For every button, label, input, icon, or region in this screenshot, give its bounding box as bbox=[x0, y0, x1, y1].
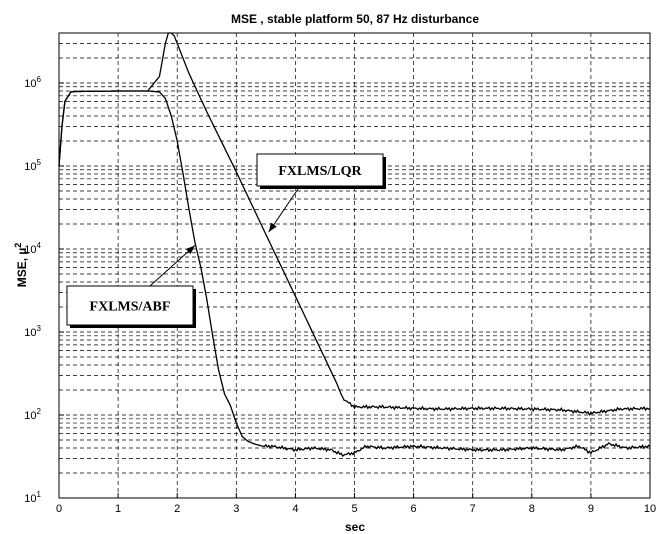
x-tick-label: 10 bbox=[644, 503, 656, 515]
annotation-arrowhead bbox=[185, 245, 195, 255]
series-layer bbox=[58, 32, 651, 458]
x-tick-label: 5 bbox=[351, 503, 357, 515]
x-tick-label: 0 bbox=[56, 503, 62, 515]
y-tick-exponent: 4 bbox=[37, 241, 42, 250]
y-axis-label: MSE, µ2 bbox=[13, 243, 29, 288]
y-tick-exponent: 3 bbox=[37, 324, 42, 333]
x-tick-label: 4 bbox=[292, 503, 298, 515]
y-tick-label: 102 bbox=[24, 407, 41, 422]
x-tick-label: 9 bbox=[588, 503, 594, 515]
annotation-box bbox=[256, 153, 384, 187]
y-tick-label: 106 bbox=[24, 75, 41, 90]
x-tick-label: 3 bbox=[233, 503, 239, 515]
y-tick-exponent: 5 bbox=[37, 158, 42, 167]
y-tick-label: 103 bbox=[24, 324, 41, 339]
x-tick-label: 7 bbox=[470, 503, 476, 515]
series-line-fxlms-abf bbox=[58, 90, 651, 458]
annotation-label: FXLMS/LQR bbox=[278, 164, 362, 179]
x-tick-label: 8 bbox=[529, 503, 535, 515]
y-tick-base: 10 bbox=[24, 327, 36, 339]
annotation-box bbox=[66, 285, 194, 326]
annotation-arrowhead bbox=[268, 222, 277, 233]
annotation-label: FXLMS/ABF bbox=[90, 300, 171, 315]
chart-title: MSE , stable platform 50, 87 Hz disturba… bbox=[231, 12, 479, 26]
annotations: FXLMS/LQR FXLMS/ABF bbox=[66, 153, 386, 328]
x-tick-label: 2 bbox=[174, 503, 180, 515]
grid-lines bbox=[59, 33, 650, 498]
y-tick-exponent: 6 bbox=[37, 75, 42, 84]
y-tick-base: 10 bbox=[24, 161, 36, 173]
y-tick-label: 105 bbox=[24, 158, 41, 173]
annotation-fxlms-abf: FXLMS/ABF bbox=[66, 245, 196, 328]
annotation-arrow bbox=[268, 185, 301, 233]
annotation-arrow bbox=[149, 245, 196, 287]
y-axis-label-exponent: 2 bbox=[13, 243, 23, 248]
y-tick-base: 10 bbox=[24, 244, 36, 256]
y-tick-exponent: 2 bbox=[37, 407, 42, 416]
series-line-fxlms-lqr bbox=[58, 32, 651, 417]
y-tick-exponent: 1 bbox=[37, 490, 42, 499]
y-tick-base: 10 bbox=[24, 493, 36, 505]
x-tick-label: 1 bbox=[115, 503, 121, 515]
annotation-fxlms-lqr: FXLMS/LQR bbox=[256, 153, 386, 233]
y-tick-label: 104 bbox=[24, 241, 41, 256]
y-tick-base: 10 bbox=[24, 78, 36, 90]
y-axis-label-text: MSE, µ bbox=[15, 248, 29, 288]
x-tick-label: 6 bbox=[411, 503, 417, 515]
y-tick-base: 10 bbox=[24, 410, 36, 422]
x-axis-label: sec bbox=[345, 520, 365, 534]
y-tick-label: 101 bbox=[24, 490, 41, 505]
